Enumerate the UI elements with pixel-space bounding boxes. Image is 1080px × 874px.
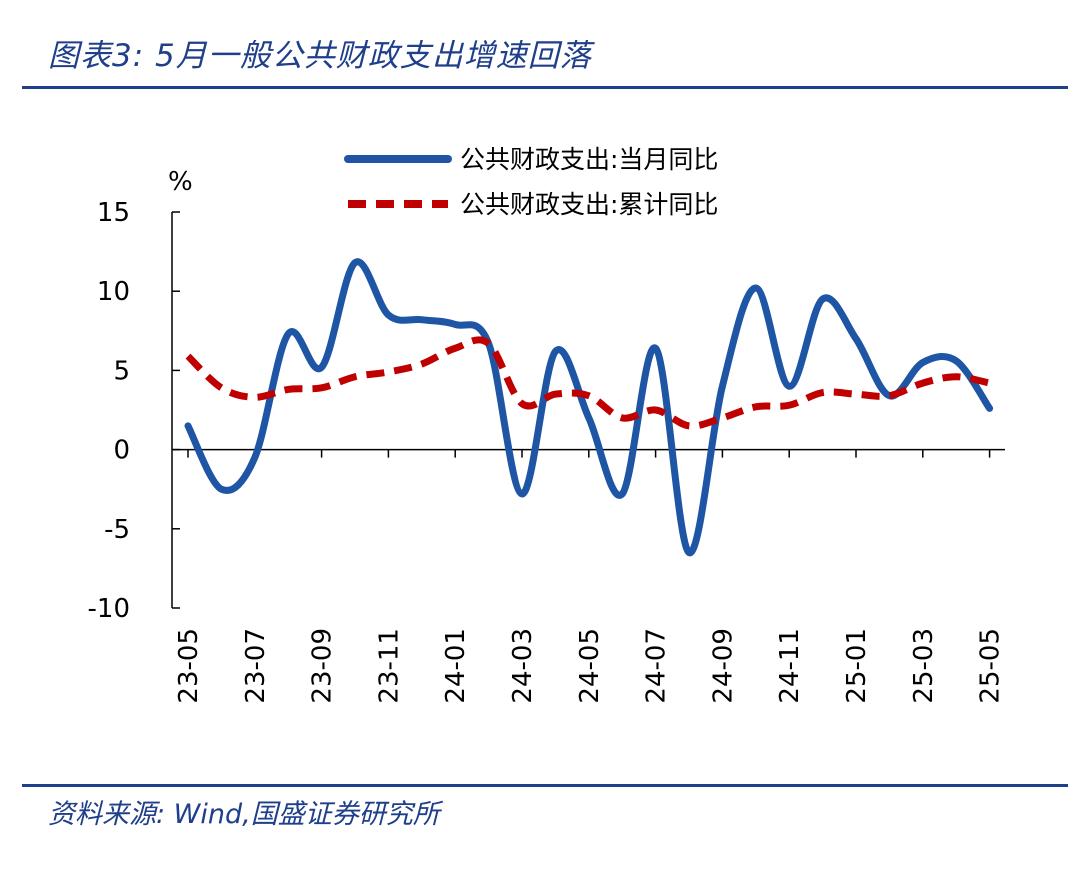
y-tick-label: 5 [113, 356, 130, 386]
chart-title: 图表3: 5月一般公共财政支出增速回落 [48, 38, 592, 74]
x-tick-label: 24-07 [642, 628, 672, 704]
y-tick-label: -10 [88, 594, 130, 624]
top-divider [22, 86, 1068, 89]
series-line-monthly [184, 258, 994, 557]
x-tick-label: 25-01 [842, 628, 872, 704]
x-tick-label: 24-05 [575, 628, 605, 704]
x-tick-label: 25-05 [976, 628, 1006, 704]
y-tick-label: 10 [97, 277, 130, 307]
bottom-divider [22, 784, 1068, 787]
x-tick-label: 24-11 [775, 628, 805, 704]
y-tick-label: -5 [104, 515, 130, 545]
x-tick-label: 25-03 [909, 628, 939, 704]
x-tick-label: 24-03 [508, 628, 538, 704]
legend-label: 公共财政支出:累计同比 [460, 190, 718, 219]
y-tick-label: 0 [113, 436, 130, 466]
x-tick-label: 23-09 [308, 628, 338, 704]
y-tick-label: 15 [97, 198, 130, 228]
x-tick-label: 23-05 [174, 628, 204, 704]
legend-label: 公共财政支出:当月同比 [460, 145, 718, 174]
series-line-cumulative [185, 336, 991, 430]
y-unit-label: % [168, 167, 193, 197]
x-tick-label: 24-01 [441, 628, 471, 704]
x-tick-label: 23-07 [241, 628, 271, 704]
x-tick-label: 23-11 [374, 628, 404, 704]
x-tick-label: 24-09 [708, 628, 738, 704]
source-note: 资料来源: Wind,国盛证券研究所 [48, 799, 440, 830]
